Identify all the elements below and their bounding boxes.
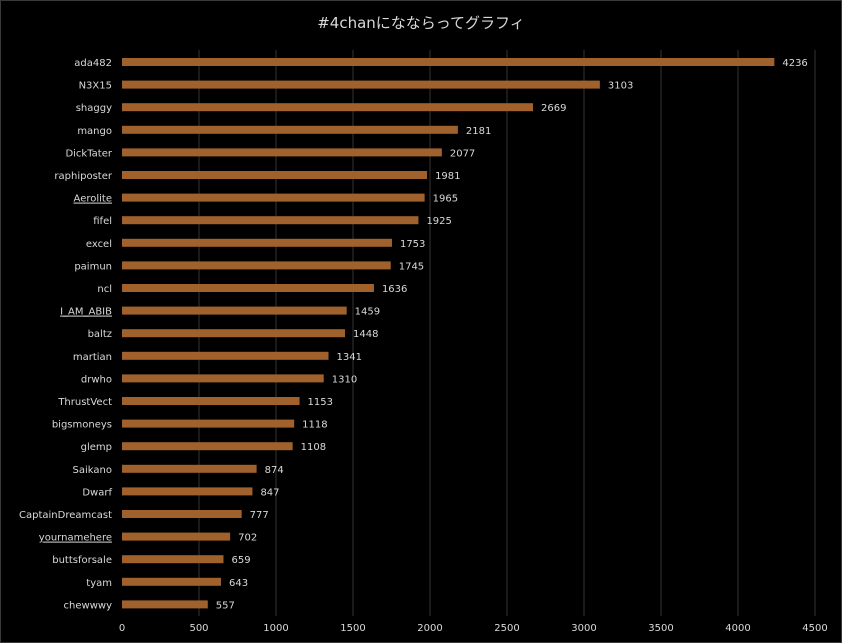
bar (122, 80, 600, 89)
category-label: buttsforsale (52, 555, 112, 566)
data-label: 2669 (541, 103, 566, 114)
category-label: CaptainDreamcast (19, 510, 112, 521)
category-label: chewwwy (64, 600, 113, 611)
bar (122, 238, 392, 247)
bar (122, 351, 329, 360)
category-label: yournamehere (39, 533, 112, 544)
x-tick-label: 1500 (340, 623, 365, 634)
data-label: 1459 (355, 307, 380, 318)
bar (122, 532, 231, 541)
data-label: 1108 (301, 442, 326, 453)
bar (122, 193, 425, 202)
data-label: 1448 (353, 329, 378, 340)
bar (122, 600, 208, 609)
bar (122, 103, 534, 112)
data-label: 1341 (337, 352, 362, 363)
x-tick-label: 3500 (648, 623, 673, 634)
category-label: tyam (86, 578, 112, 589)
category-label: excel (86, 239, 112, 250)
data-label: 2077 (450, 148, 475, 159)
bar (122, 442, 293, 451)
bar (122, 306, 347, 315)
bar (122, 510, 242, 518)
data-label: 1925 (426, 216, 451, 227)
data-label: 1965 (433, 194, 458, 205)
category-label: DickTater (65, 148, 112, 159)
bar (122, 555, 224, 564)
category-label: glemp (81, 442, 112, 453)
category-label: I_AM_ABIB (60, 307, 112, 318)
x-tick-label: 2000 (417, 623, 442, 634)
data-label: 1753 (400, 239, 425, 250)
bar (122, 374, 324, 383)
bar (122, 125, 458, 134)
x-tick-label: 500 (189, 623, 208, 634)
x-tick-label: 1000 (263, 623, 288, 634)
bar (122, 58, 775, 66)
data-label: 1153 (308, 397, 333, 408)
bar (122, 464, 257, 473)
bar (122, 397, 300, 405)
data-label: 643 (229, 578, 248, 589)
data-label: 702 (238, 533, 257, 544)
bar (122, 419, 295, 428)
data-label: 874 (265, 465, 284, 476)
data-label: 1981 (435, 171, 460, 182)
category-label: Saikano (73, 465, 112, 476)
category-label: Aerolite (74, 194, 112, 205)
data-label: 847 (260, 487, 279, 498)
bar (122, 261, 391, 270)
data-label: 1310 (332, 374, 357, 385)
bar (122, 577, 222, 586)
x-tick-label: 4500 (802, 623, 827, 634)
data-label: 1745 (399, 261, 424, 272)
chart-title: #4chanになならってグラフィ (317, 14, 525, 32)
category-label: ncl (97, 284, 112, 295)
category-label: baltz (88, 329, 112, 340)
bar (122, 171, 428, 179)
category-label: fifel (93, 216, 112, 227)
category-label: mango (77, 126, 112, 137)
category-label: martian (73, 352, 112, 363)
data-label: 557 (216, 600, 235, 611)
x-tick-label: 2500 (494, 623, 519, 634)
category-label: N3X15 (79, 81, 112, 92)
data-label: 777 (250, 510, 269, 521)
data-label: 1636 (382, 284, 407, 295)
category-label: raphiposter (54, 171, 112, 182)
category-label: drwho (81, 374, 112, 385)
data-label: 2181 (466, 126, 491, 137)
bar (122, 216, 419, 225)
bar (122, 487, 253, 496)
category-label: shaggy (76, 103, 112, 114)
category-label: ada482 (74, 58, 112, 69)
x-tick-label: 3000 (571, 623, 596, 634)
category-label: Dwarf (82, 487, 112, 498)
bar (122, 329, 345, 338)
x-tick-label: 0 (119, 623, 125, 634)
data-label: 4236 (782, 58, 807, 69)
x-tick-label: 4000 (725, 623, 750, 634)
data-label: 1118 (302, 420, 327, 431)
category-label: ThrustVect (57, 397, 112, 408)
category-label: paimun (74, 261, 112, 272)
bar (122, 284, 374, 292)
bar (122, 148, 442, 157)
data-label: 659 (231, 555, 250, 566)
category-label: bigsmoneys (52, 420, 112, 431)
data-label: 3103 (608, 81, 633, 92)
